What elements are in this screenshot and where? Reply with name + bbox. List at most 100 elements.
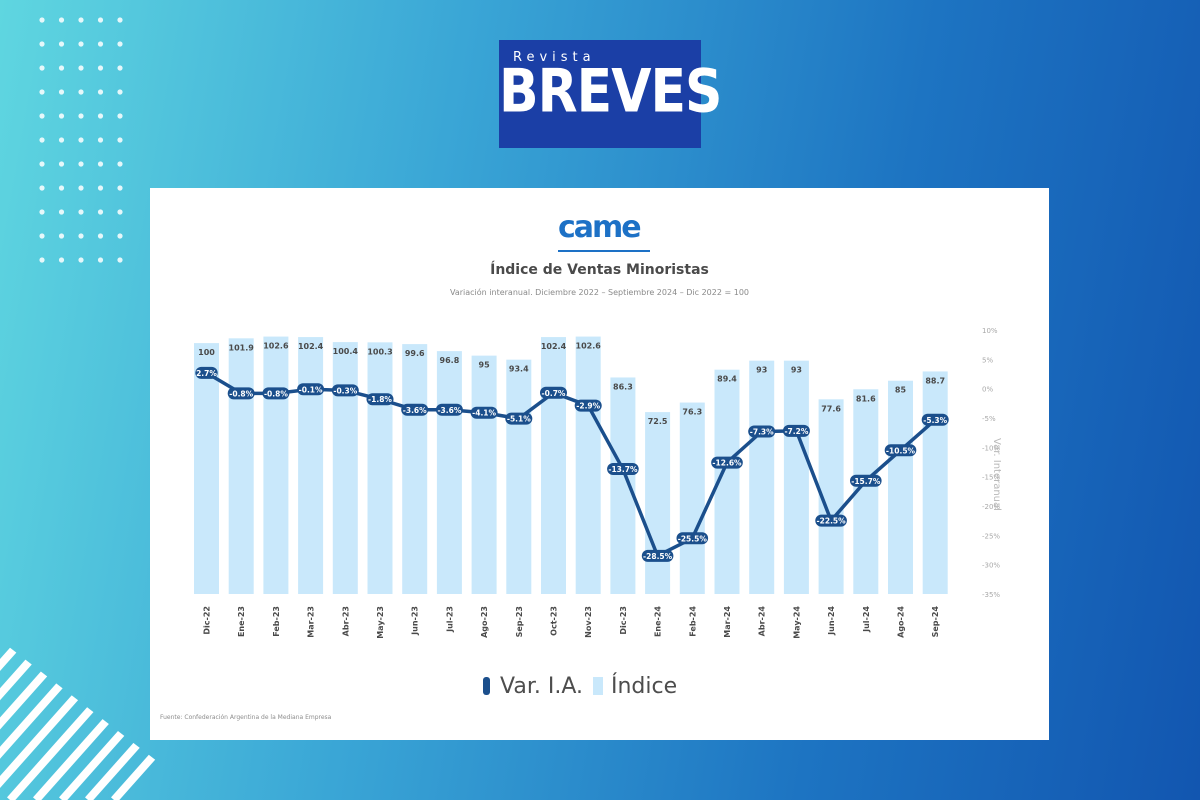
x-tick-label: Dic-23 bbox=[619, 606, 628, 635]
var-ia-label: -5.3% bbox=[923, 416, 947, 425]
decor-dot bbox=[117, 113, 123, 119]
x-tick-label: Jun-23 bbox=[411, 606, 420, 636]
decor-dot bbox=[78, 209, 84, 215]
legend-line-label: Var. I.A. bbox=[500, 673, 583, 699]
decor-dot bbox=[97, 233, 104, 239]
decor-stripe bbox=[0, 640, 95, 800]
var-ia-label-bg bbox=[262, 387, 290, 400]
index-bar bbox=[888, 380, 913, 594]
decor-dot bbox=[97, 161, 104, 167]
var-ia-label-bg bbox=[711, 456, 743, 469]
decor-dot bbox=[97, 41, 104, 47]
var-ia-label-bg bbox=[227, 387, 255, 400]
right-axis-tick: -30% bbox=[982, 562, 1000, 570]
decor-dot bbox=[58, 137, 65, 143]
decor-dot bbox=[58, 113, 65, 119]
x-tick-label: Nov-23 bbox=[584, 606, 593, 638]
came-logo-underline bbox=[558, 250, 650, 252]
decor-dot bbox=[78, 257, 84, 263]
index-value-label: 101.9 bbox=[229, 343, 255, 352]
var-ia-label: -1.8% bbox=[368, 395, 392, 404]
var-ia-label-bg bbox=[470, 406, 498, 419]
index-value-label: 76.3 bbox=[682, 408, 702, 417]
decor-dot bbox=[78, 233, 84, 239]
var-ia-label-bg bbox=[366, 393, 394, 406]
x-tick-label: Abr-23 bbox=[341, 606, 350, 636]
index-bar bbox=[402, 344, 428, 594]
decor-dot bbox=[97, 137, 104, 143]
decor-dot bbox=[97, 89, 104, 95]
decor-dot bbox=[97, 17, 104, 23]
var-ia-label-bg bbox=[921, 413, 949, 426]
index-bar bbox=[575, 336, 601, 594]
right-axis-tick: -5% bbox=[982, 415, 996, 423]
x-tick-label: Sep-23 bbox=[515, 606, 524, 637]
decorative-dot-grid bbox=[39, 17, 123, 263]
index-value-label: 100.3 bbox=[367, 347, 392, 356]
decor-dot bbox=[78, 113, 84, 119]
var-ia-label-bg bbox=[748, 425, 776, 438]
decor-dot bbox=[117, 17, 123, 23]
var-ia-label: -2.9% bbox=[576, 402, 600, 411]
decor-dot bbox=[97, 185, 104, 191]
index-value-label: 102.6 bbox=[576, 342, 602, 351]
decor-dot bbox=[78, 89, 84, 95]
var-ia-label: -7.2% bbox=[784, 427, 808, 436]
var-ia-label: -7.3% bbox=[750, 427, 774, 436]
index-value-label: 93 bbox=[756, 366, 767, 375]
index-bar bbox=[679, 402, 705, 594]
var-ia-label-bg bbox=[850, 474, 882, 487]
var-ia-label: -4.1% bbox=[472, 409, 496, 418]
decor-dot bbox=[39, 89, 45, 95]
legend-line-swatch bbox=[483, 677, 490, 695]
right-axis-tick: -20% bbox=[982, 503, 1000, 511]
var-ia-label-bg bbox=[540, 386, 567, 399]
var-ia-label: -0.1% bbox=[299, 385, 323, 394]
index-bar bbox=[263, 336, 289, 594]
var-ia-label-bg bbox=[607, 463, 639, 476]
var-ia-label: 2.7% bbox=[196, 369, 217, 378]
decor-dot bbox=[58, 185, 65, 191]
decor-dot bbox=[39, 161, 45, 167]
chart-subtitle: Variación interanual. Diciembre 2022 – S… bbox=[449, 288, 749, 297]
x-tick-label: Oct-23 bbox=[550, 606, 559, 636]
index-bar bbox=[783, 360, 809, 594]
var-ia-label: -28.5% bbox=[643, 552, 673, 561]
decor-dot bbox=[58, 65, 65, 71]
chart-legend: Var. I.A. Índice bbox=[483, 672, 677, 700]
right-axis-label: Var. Interanual bbox=[991, 438, 1002, 511]
decor-dot bbox=[78, 185, 84, 191]
retail-sales-chart: 100 101.9 102.6 102.4 100.4 100.3 99.6 96.8 95 93… bbox=[194, 327, 1000, 639]
var-ia-label: -0.7% bbox=[542, 389, 566, 398]
decor-dot bbox=[97, 113, 104, 119]
index-bar bbox=[436, 351, 462, 594]
decor-dot bbox=[39, 185, 45, 191]
logo-small-text: Revista bbox=[513, 50, 596, 65]
right-axis-tick: -15% bbox=[982, 474, 1000, 482]
revista-breves-logo: Revista BREVES bbox=[499, 40, 722, 148]
x-tick-label: Sep-24 bbox=[931, 606, 940, 638]
x-tick-label: Dic-22 bbox=[203, 606, 212, 635]
chart-title: Índice de Ventas Minoristas bbox=[490, 262, 709, 278]
decor-dot bbox=[58, 257, 65, 263]
index-value-label: 72.5 bbox=[648, 417, 668, 426]
index-value-label: 102.6 bbox=[263, 342, 289, 351]
var-ia-label-bg bbox=[401, 403, 429, 416]
index-value-label: 89.4 bbox=[717, 375, 737, 384]
decor-dot bbox=[39, 233, 45, 239]
index-value-label: 81.6 bbox=[856, 394, 876, 403]
right-axis-tick: 10% bbox=[982, 327, 998, 335]
decor-dot bbox=[58, 89, 65, 95]
decor-dot bbox=[97, 209, 104, 215]
index-bar bbox=[610, 377, 636, 594]
index-bar bbox=[471, 355, 497, 594]
decor-dot bbox=[39, 17, 45, 23]
chart-source: Fuente: Confederación Argentina de la Me… bbox=[160, 714, 332, 721]
decor-dot bbox=[39, 41, 45, 47]
var-ia-label: -0.8% bbox=[264, 389, 288, 398]
decor-dot bbox=[78, 65, 84, 71]
index-bar bbox=[367, 342, 393, 594]
decor-dot bbox=[58, 233, 65, 239]
decor-dot bbox=[97, 65, 104, 71]
decor-dot bbox=[78, 17, 84, 23]
